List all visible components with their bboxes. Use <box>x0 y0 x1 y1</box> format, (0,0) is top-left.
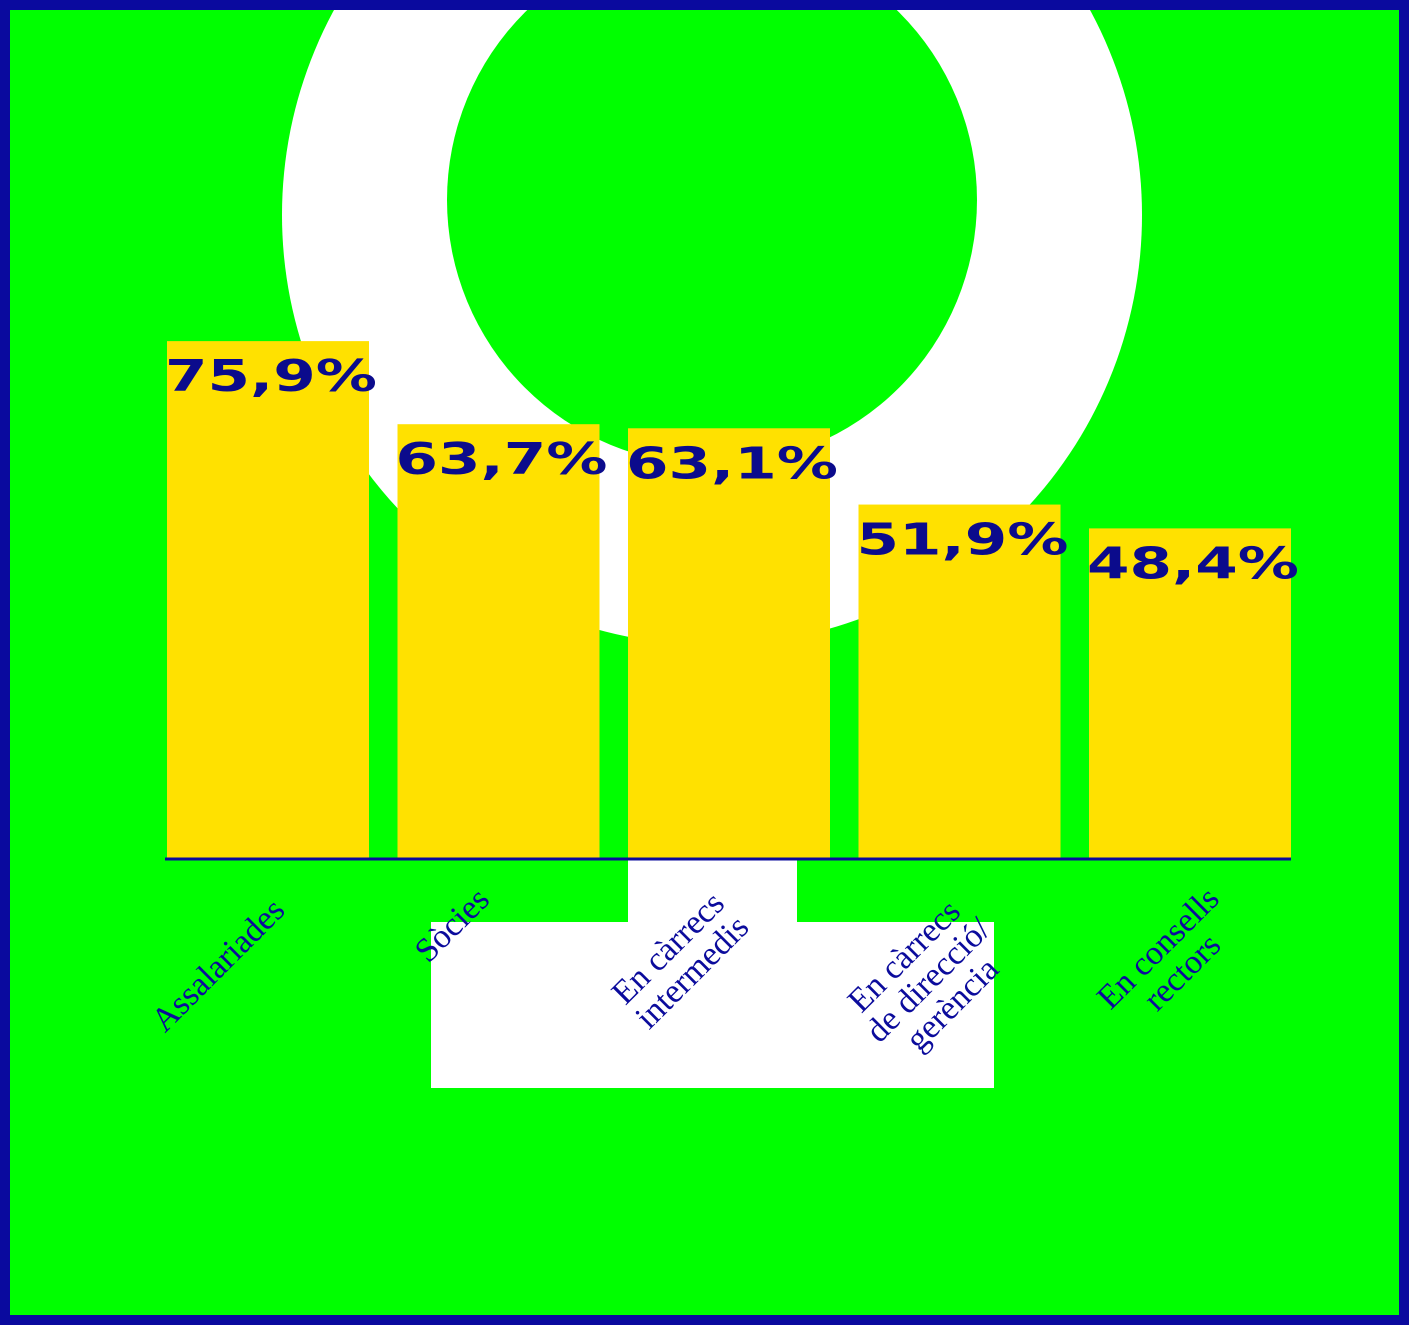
value-label: 51,9% <box>857 515 1069 566</box>
plot: 75,9%63,7% 63,1%51,9% 48,4%Assalariades Sòc… <box>145 341 1299 1058</box>
value-label: 63,1% <box>626 438 838 489</box>
value-label: 48,4% <box>1087 538 1299 589</box>
value-label: 63,7% <box>396 434 608 485</box>
bar <box>1089 528 1291 858</box>
symbol-crossbar <box>431 922 994 1088</box>
bar <box>167 341 369 859</box>
value-label: 75,9% <box>165 351 377 402</box>
bar <box>628 428 830 858</box>
bar <box>397 424 600 858</box>
bar <box>858 504 1061 858</box>
female-symbol <box>282 10 1142 1088</box>
symbol-hole <box>447 10 977 465</box>
